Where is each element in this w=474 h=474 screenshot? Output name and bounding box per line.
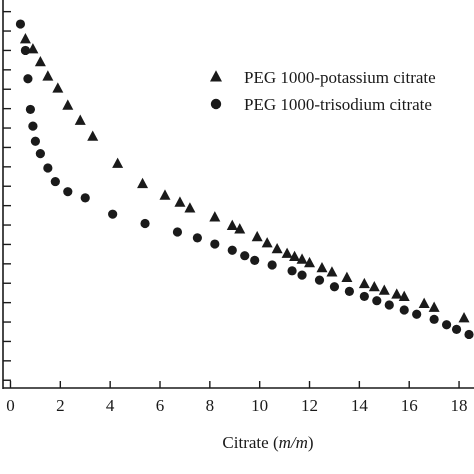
legend-item-trisodium: PEG 1000-trisodium citrate (210, 95, 432, 114)
legend-marker-triangle (210, 70, 222, 82)
data-point-triangle (378, 284, 390, 295)
data-point-triangle (304, 256, 316, 268)
data-point-circle (250, 255, 260, 265)
x-tick-label: 0 (6, 396, 15, 415)
data-point-triangle (19, 33, 31, 44)
x-tick-label: 4 (106, 396, 115, 415)
data-point-circle (441, 320, 452, 330)
data-point-triangle (281, 247, 293, 258)
x-tick-label: 6 (156, 396, 165, 415)
data-point-triangle (34, 55, 46, 67)
data-point-triangle (42, 70, 54, 81)
x-tick-label: 2 (56, 396, 65, 415)
data-point-triangle (174, 196, 186, 207)
data-point-circle (412, 309, 422, 319)
data-point-triangle (358, 277, 370, 289)
x-axis-title: Citrate (m/m) (222, 433, 313, 452)
data-point-triangle (234, 223, 246, 234)
data-point-triangle (251, 230, 263, 242)
x-axis-title-text: Citrate (222, 433, 268, 452)
data-point-triangle (316, 261, 328, 273)
data-point-circle (25, 104, 36, 115)
data-point-circle (43, 163, 53, 173)
data-point-triangle (326, 266, 338, 277)
data-point-circle (399, 305, 409, 315)
x-tick-label: 16 (401, 396, 418, 415)
data-point-triangle (271, 242, 283, 254)
data-point-triangle (458, 312, 470, 323)
data-point-circle (344, 286, 354, 296)
data-point-circle (210, 239, 220, 249)
data-markers (15, 19, 474, 340)
data-point-circle (108, 209, 118, 219)
data-point-triangle (27, 43, 39, 54)
data-point-triangle (398, 290, 410, 301)
x-axis-unit: m/m (279, 433, 308, 452)
x-tick-label: 18 (451, 396, 468, 415)
data-point-circle (267, 260, 277, 270)
legend-item-potassium: PEG 1000-potassium citrate (210, 68, 436, 87)
x-axis-title-open-paren: ( (269, 433, 279, 452)
data-point-circle (451, 324, 462, 335)
legend: PEG 1000-potassium citrate PEG 1000-tris… (210, 68, 436, 114)
legend-marker-circle (210, 98, 222, 110)
data-point-triangle (52, 82, 64, 93)
data-point-circle (297, 270, 307, 280)
data-point-circle (15, 19, 26, 29)
data-point-circle (20, 45, 31, 56)
data-point-circle (240, 251, 250, 261)
data-point-circle (192, 233, 202, 243)
data-point-triangle (137, 177, 149, 189)
data-point-circle (464, 329, 474, 340)
plot-frame (2, 0, 474, 389)
data-point-circle (314, 275, 325, 285)
data-point-circle (227, 245, 237, 255)
data-point-circle (329, 282, 340, 292)
data-point-triangle (184, 202, 196, 213)
data-point-triangle (368, 280, 380, 292)
data-point-circle (287, 266, 297, 276)
data-point-circle (359, 291, 369, 302)
x-tick-label: 12 (301, 396, 318, 415)
data-point-circle (384, 300, 394, 310)
data-point-circle (35, 149, 45, 159)
data-point-triangle (418, 297, 430, 308)
x-axis-ticks: 0 2 4 6 8 10 12 14 16 18 (6, 381, 468, 415)
data-point-circle (140, 218, 150, 229)
x-axis-title-close-paren: ) (308, 433, 314, 452)
data-point-triangle (62, 99, 74, 110)
data-point-triangle (341, 271, 353, 282)
data-point-triangle (209, 211, 221, 222)
data-point-triangle (226, 219, 238, 230)
data-point-circle (372, 296, 382, 306)
data-point-circle (80, 193, 90, 203)
data-point-circle (23, 74, 33, 84)
data-point-circle (63, 187, 73, 197)
data-point-triangle (296, 253, 308, 264)
data-point-triangle (159, 189, 171, 200)
data-point-triangle (87, 130, 99, 141)
data-point-triangle (261, 237, 273, 248)
data-point-triangle (289, 250, 301, 262)
data-point-triangle (74, 114, 86, 125)
legend-label-trisodium: PEG 1000-trisodium citrate (244, 95, 432, 114)
data-point-triangle (428, 301, 440, 312)
data-point-triangle (391, 288, 403, 299)
x-tick-label: 14 (351, 396, 369, 415)
series-trisodium-citrate (15, 19, 474, 340)
data-point-circle (172, 227, 183, 237)
data-point-circle (50, 176, 60, 187)
series-potassium-citrate (19, 33, 470, 323)
data-point-circle (28, 121, 38, 131)
y-axis-ticks (3, 10, 11, 381)
data-point-circle (30, 136, 40, 146)
x-tick-label: 10 (251, 396, 268, 415)
data-point-circle (429, 314, 439, 324)
x-tick-label: 8 (206, 396, 215, 415)
data-point-triangle (112, 157, 124, 168)
legend-label-potassium: PEG 1000-potassium citrate (244, 68, 436, 87)
